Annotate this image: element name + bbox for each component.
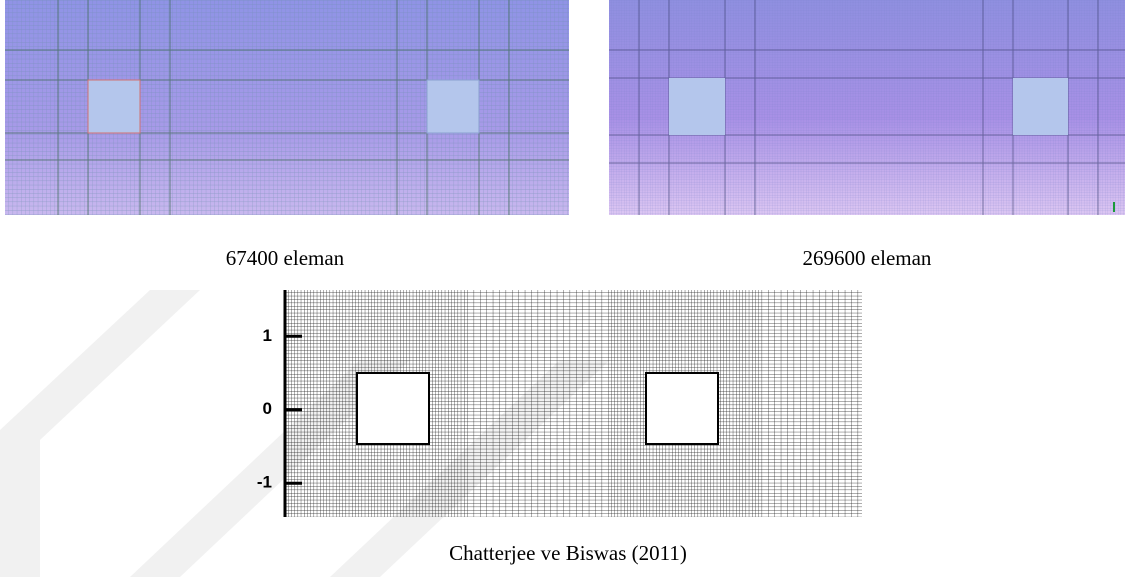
mesh-image-fine (609, 0, 1125, 215)
figure-page: 67400 eleman 269600 eleman 1 0 -1 Chatterj… (0, 0, 1131, 577)
caption: 269600 eleman (803, 246, 932, 270)
mesh-image-reference (285, 290, 862, 517)
mesh-image-coarse (5, 0, 569, 215)
caption: Chatterjee ve Biswas (2011) (449, 541, 687, 565)
page: 67400 eleman 269600 eleman 1 0 -1 Chatterj… (0, 0, 1131, 577)
y-tick-label: -1 (257, 473, 272, 492)
caption: 67400 eleman (226, 246, 345, 270)
y-tick-label: 0 (263, 399, 272, 418)
y-tick-label: 1 (263, 326, 272, 345)
